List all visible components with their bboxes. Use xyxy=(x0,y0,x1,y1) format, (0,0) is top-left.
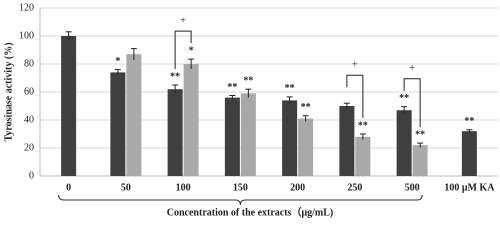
x-tick-label: 500 xyxy=(405,182,420,193)
significance-label: ** xyxy=(358,120,368,131)
bar xyxy=(224,97,240,176)
bar xyxy=(167,89,183,176)
bar xyxy=(461,131,477,176)
y-tick-label: 80 xyxy=(24,58,34,69)
x-tick-label: 0 xyxy=(66,182,71,193)
bar xyxy=(355,136,371,176)
significance-label: ** xyxy=(227,82,237,93)
significance-label: * xyxy=(115,56,120,67)
bar xyxy=(110,72,126,176)
bar xyxy=(183,64,199,176)
bar xyxy=(282,100,298,176)
significance-bracket xyxy=(403,78,421,128)
bar xyxy=(298,118,314,176)
significance-label: ** xyxy=(415,129,425,140)
x-tick-label: 50 xyxy=(121,182,131,193)
significance-label: ** xyxy=(399,93,409,104)
significance-label: ** xyxy=(243,75,253,86)
y-tick-label: 60 xyxy=(24,86,34,97)
bracket-label: + xyxy=(352,59,358,70)
y-axis-title: Tyrosinase activity (%) xyxy=(3,42,14,141)
y-tick-label: 0 xyxy=(29,170,34,181)
y-tick-label: 100 xyxy=(19,30,34,41)
y-tick-label: 40 xyxy=(24,114,34,125)
bracket-label: + xyxy=(409,63,415,74)
significance-label: ** xyxy=(301,102,311,113)
chart: Tyrosinase activity (%) Concentration of… xyxy=(3,2,498,218)
x-tick-label: 100 μM KA xyxy=(444,182,495,193)
bar xyxy=(240,93,256,176)
brace xyxy=(58,194,423,206)
bar xyxy=(126,54,142,177)
significance-label: ** xyxy=(170,71,180,82)
y-tick-label: 20 xyxy=(24,142,34,153)
significance-bracket xyxy=(174,30,192,69)
bar xyxy=(396,110,412,176)
significance-label: * xyxy=(189,45,194,56)
x-tick-label: 150 xyxy=(233,182,248,193)
bracket-label: + xyxy=(180,15,186,26)
bar xyxy=(61,36,77,176)
significance-bracket xyxy=(346,74,364,118)
x-tick-label: 250 xyxy=(347,182,362,193)
x-tick-label: 200 xyxy=(290,182,305,193)
significance-label: ** xyxy=(464,116,474,127)
bar xyxy=(339,106,355,176)
y-tick-label: 120 xyxy=(19,2,34,13)
bar xyxy=(412,145,428,176)
x-axis-title: Concentration of the extracts（μg/mL) xyxy=(167,205,333,218)
significance-label: ** xyxy=(285,83,295,94)
x-tick-label: 100 xyxy=(176,182,191,193)
